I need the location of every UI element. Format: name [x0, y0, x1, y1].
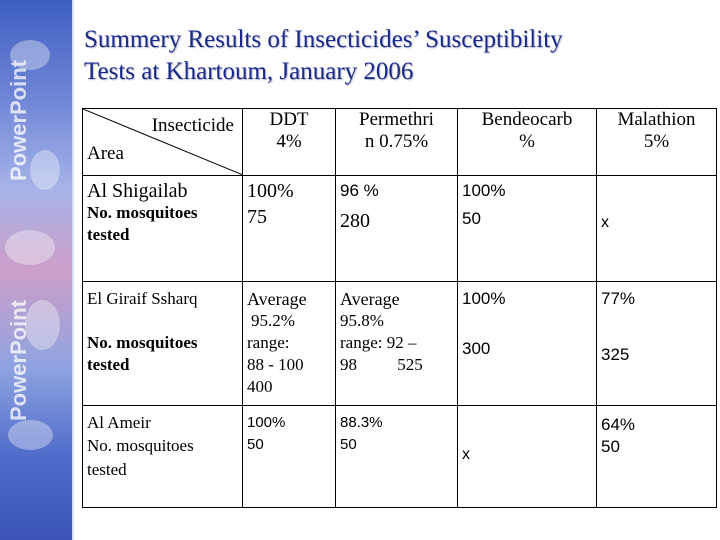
permethrin-cell: 96 % 280: [335, 175, 458, 282]
header-permethrin-name: Permethri: [359, 109, 434, 130]
ddt-count: 400: [247, 377, 273, 396]
permethrin-average-label: Average: [340, 289, 400, 309]
permethrin-percent: 96 %: [340, 181, 379, 200]
header-bendiocarb: Bendeocarb %: [457, 108, 597, 176]
header-bendiocarb-conc: %: [519, 131, 535, 152]
permethrin-count: 280: [340, 210, 370, 232]
bendiocarb-percent: 100%: [462, 181, 506, 200]
header-permethrin-conc: n 0.75%: [364, 131, 429, 152]
area-name: Al Shigailab: [87, 180, 188, 202]
permethrin-cell: 88.3% 50: [335, 405, 458, 508]
bendiocarb-count: 50: [462, 209, 481, 228]
ddt-average-label: Average: [247, 289, 307, 309]
bendiocarb-cell: 100% 50: [457, 175, 597, 282]
row-area-cell: Al Shigailab No. mosquitoes tested: [82, 175, 243, 282]
row-sublabel: No. mosquitoes tested: [87, 436, 194, 479]
ddt-cell: 100% 50: [242, 405, 336, 508]
permethrin-cell: Average 95.8% range: 92 – 98 525: [335, 281, 458, 406]
ddt-range-label: range:: [247, 333, 290, 352]
slide-title: Summery Results of Insecticides’ Suscept…: [84, 24, 704, 88]
malathion-percent: 64%: [601, 415, 636, 434]
ddt-average-value: 95.2%: [251, 311, 295, 330]
bendiocarb-cell: x: [457, 405, 597, 508]
bendiocarb-cell: 100% 300: [457, 281, 597, 406]
permethrin-percent: 88.3%: [340, 414, 383, 431]
title-line-2: Tests at Khartoum, January 2006: [84, 58, 414, 85]
malathion-cell: 77% 325: [596, 281, 717, 406]
header-bendiocarb-name: Bendeocarb: [481, 109, 573, 130]
malathion-value: x: [601, 214, 609, 231]
area-name: Al Ameir: [87, 413, 151, 432]
ddt-percent: 100%: [247, 180, 294, 202]
header-permethrin: Permethri n 0.75%: [335, 108, 458, 176]
bendiocarb-count: 300: [462, 339, 491, 358]
ddt-cell: Average 95.2% range: 88 - 100 400: [242, 281, 336, 406]
header-malathion-conc: 5%: [643, 131, 670, 152]
side-decorative-band: PowerPoint PowerPoint: [0, 0, 72, 540]
table-row: Al Shigailab No. mosquitoes tested 100% …: [82, 175, 717, 282]
bendiocarb-value: x: [462, 446, 470, 463]
malathion-count: 325: [601, 345, 630, 364]
ddt-percent: 100%: [247, 414, 286, 431]
permethrin-count: 50: [340, 436, 357, 453]
ddt-count: 75: [247, 206, 267, 228]
title-line-1: Summery Results of Insecticides’ Suscept…: [84, 26, 563, 53]
header-ddt: DDT 4%: [242, 108, 336, 176]
header-ddt-conc: 4%: [276, 131, 302, 152]
row-sublabel: No. mosquitoes tested: [87, 203, 198, 244]
permethrin-count: 525: [397, 355, 423, 374]
ddt-count: 50: [247, 436, 264, 453]
row-area-cell: El Giraif Ssharq No. mosquitoes tested: [82, 281, 243, 406]
table-row: Al Ameir No. mosquitoes tested 100% 50 8…: [82, 405, 717, 508]
side-brand-text-top: PowerPoint: [6, 60, 31, 182]
permethrin-range-upper: 98: [340, 355, 357, 374]
malathion-cell: x: [596, 175, 717, 282]
table-row: El Giraif Ssharq No. mosquitoes tested A…: [82, 281, 717, 406]
results-table: Insecticide Area DDT 4% Permethri n 0.75…: [82, 108, 717, 508]
header-row: Insecticide Area DDT 4% Permethri n 0.75…: [82, 108, 717, 176]
header-insecticide-label: Insecticide: [151, 115, 234, 136]
header-area-label: Area: [87, 143, 124, 164]
side-divider: [72, 0, 75, 540]
ddt-cell: 100% 75: [242, 175, 336, 282]
side-brand-text-bottom: PowerPoint: [6, 300, 31, 422]
header-malathion: Malathion 5%: [596, 108, 717, 176]
row-area-cell: Al Ameir No. mosquitoes tested: [82, 405, 243, 508]
diagonal-divider: [83, 109, 243, 175]
malathion-percent: 77%: [601, 289, 636, 308]
header-malathion-name: Malathion: [617, 109, 696, 130]
malathion-cell: 64% 50: [596, 405, 717, 508]
header-ddt-name: DDT: [269, 109, 309, 130]
permethrin-average-value: 95.8%: [340, 311, 384, 330]
bendiocarb-percent: 100%: [462, 289, 506, 308]
malathion-count: 50: [601, 437, 620, 456]
header-corner-cell: Insecticide Area: [82, 108, 243, 176]
permethrin-range-label: range: 92 –: [340, 333, 417, 352]
ddt-range-value: 88 - 100: [247, 355, 304, 374]
row-sublabel: No. mosquitoes tested: [87, 333, 198, 374]
area-name: El Giraif Ssharq: [87, 289, 198, 308]
